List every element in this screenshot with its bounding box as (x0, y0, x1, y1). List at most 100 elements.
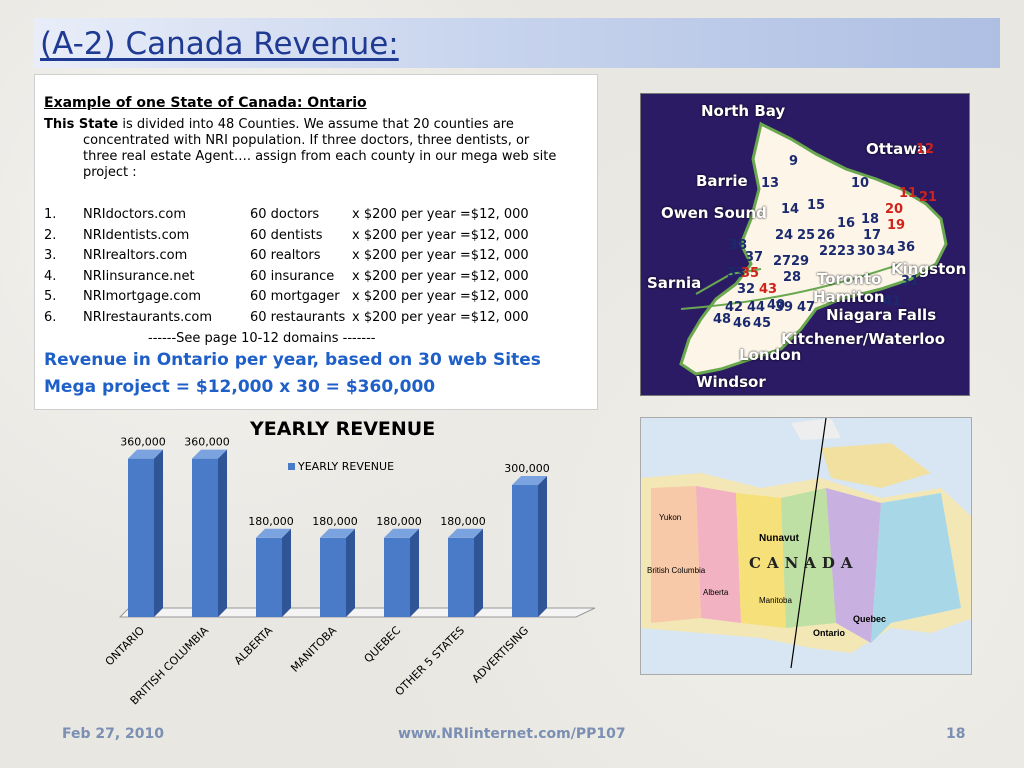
county-number: 17 (863, 228, 882, 243)
map-label: Kingston (891, 260, 967, 278)
list-count: 60 doctors (250, 207, 320, 222)
chart-value-label: 180,000 (440, 515, 486, 528)
region-label: Ontario (813, 628, 846, 638)
chart-category-label: OTHER 5 STATES (393, 624, 468, 699)
revenue-line-2: Mega project = $12,000 x 30 = $360,000 (44, 377, 436, 397)
chart-bar (384, 528, 419, 617)
map-label: Barrie (696, 172, 748, 190)
county-number: 25 (797, 228, 816, 243)
chart-value-label: 180,000 (376, 515, 422, 528)
list-number: 5. (44, 289, 57, 305)
canada-map: CANADA Yukon Alberta Manitoba Ontario Qu… (640, 417, 972, 675)
region-label: Alberta (703, 588, 729, 597)
county-number: 42 (725, 300, 744, 315)
list-calc: x $200 per year =$12, 000 (352, 309, 529, 325)
county-number: 20 (885, 202, 904, 217)
list-number: 4. (44, 268, 57, 284)
county-number: 41 (883, 294, 902, 309)
legend-swatch (288, 463, 295, 470)
county-number: 40 (767, 298, 786, 313)
text-panel (34, 74, 598, 410)
title-bar (34, 18, 1000, 68)
chart-category-label: ONTARIO (103, 624, 148, 669)
legend-label: YEARLY REVENUE (298, 460, 395, 473)
list-count: 60 insurance (250, 268, 335, 284)
chart-bar (128, 449, 163, 617)
list-site: NRIrestaurants.com (83, 309, 213, 325)
county-number: 21 (919, 190, 938, 205)
revenue-chart: YEARLY REVENUE YEARLY REVENUE 360,000 ONT… (80, 412, 620, 722)
county-number: 32 (737, 282, 756, 297)
list-site: NRIinsurance.net (83, 268, 195, 284)
county-number: 45 (753, 316, 772, 331)
county-number: 15 (807, 198, 826, 213)
county-number: 47 (797, 300, 816, 315)
chart-bar (448, 528, 483, 617)
intro-line3: three real estate Agent…. assign from ea… (83, 149, 557, 164)
county-number: 16 (837, 216, 856, 231)
county-number: 30 (857, 244, 876, 259)
chart-value-label: 360,000 (120, 436, 166, 449)
list-calc: x $200 per year =$12, 000 (352, 289, 529, 305)
region-label: Yukon (659, 513, 682, 522)
chart-value-label: 180,000 (312, 515, 358, 528)
county-number: 35 (741, 266, 760, 281)
see-pages-note: ------See page 10-12 domains ------- (148, 331, 376, 346)
county-number: 10 (851, 176, 870, 191)
chart-value-label: 300,000 (504, 462, 550, 475)
slide-title: (A-2) Canada Revenue: (40, 26, 399, 62)
county-number: 19 (887, 218, 906, 233)
chart-category-label: ALBERTA (232, 624, 276, 668)
map-label: Toronto (817, 270, 882, 288)
county-number: 12 (916, 142, 935, 157)
county-number: 33 (727, 266, 746, 281)
list-number: 3. (44, 248, 57, 264)
slide-subtitle: Example of one State of Canada: Ontario (44, 95, 367, 111)
county-number: 44 (747, 300, 766, 315)
list-site: NRImortgage.com (83, 289, 202, 305)
county-number: 24 (775, 228, 794, 243)
chart-title: YEARLY REVENUE (250, 418, 436, 440)
chart-value-label: 180,000 (248, 515, 294, 528)
county-number: 38 (729, 238, 748, 253)
list-number: 2. (44, 227, 57, 243)
intro-line4: project : (83, 165, 137, 180)
county-number: 27 (773, 254, 792, 269)
county-number: 18 (861, 212, 880, 227)
map-label: Sarnia (647, 274, 702, 292)
intro-line2: concentrated with NRI population. If thr… (83, 133, 530, 148)
county-number: 31 (901, 274, 920, 289)
county-number: 36 (897, 240, 916, 255)
list-site: NRIdentists.com (83, 227, 190, 243)
chart-category-label: ADVERTISING (470, 624, 532, 686)
county-number: 28 (783, 270, 802, 285)
map-label: London (739, 346, 802, 364)
footer-url: www.NRIinternet.com/PP107 (398, 726, 626, 742)
list-calc: x $200 per year =$12, 000 (352, 248, 529, 264)
chart-category-label: QUEBEC (362, 624, 404, 666)
chart-value-label: 360,000 (184, 436, 230, 449)
list-count: 60 mortgager (250, 289, 340, 305)
county-number: 22 (819, 244, 838, 259)
county-number: 46 (733, 316, 752, 331)
list-count: 60 realtors (250, 248, 321, 264)
ontario-map-shape (679, 121, 948, 376)
canada-map-shape (641, 418, 971, 674)
county-number: 34 (877, 244, 896, 259)
list-number: 1. (44, 207, 57, 222)
chart-bar (320, 528, 355, 617)
map-label: Windsor (696, 373, 766, 391)
chart-bar (192, 449, 227, 617)
map-label: Owen Sound (661, 204, 767, 222)
ontario-map: North Bay Ottawa Barrie Owen Sound Kings… (640, 93, 970, 396)
list-site: NRIrealtors.com (83, 248, 188, 264)
county-number: 23 (837, 244, 856, 259)
county-number: 43 (759, 282, 778, 297)
region-label: Manitoba (759, 596, 792, 605)
footer-date: Feb 27, 2010 (62, 726, 165, 742)
county-number: 9 (789, 154, 799, 169)
county-number: 48 (713, 312, 732, 327)
list-calc: x $200 per year =$12, 000 (352, 207, 529, 222)
footer-page: 18 (946, 726, 966, 742)
map-label: Kitchener/Waterloo (781, 330, 946, 348)
